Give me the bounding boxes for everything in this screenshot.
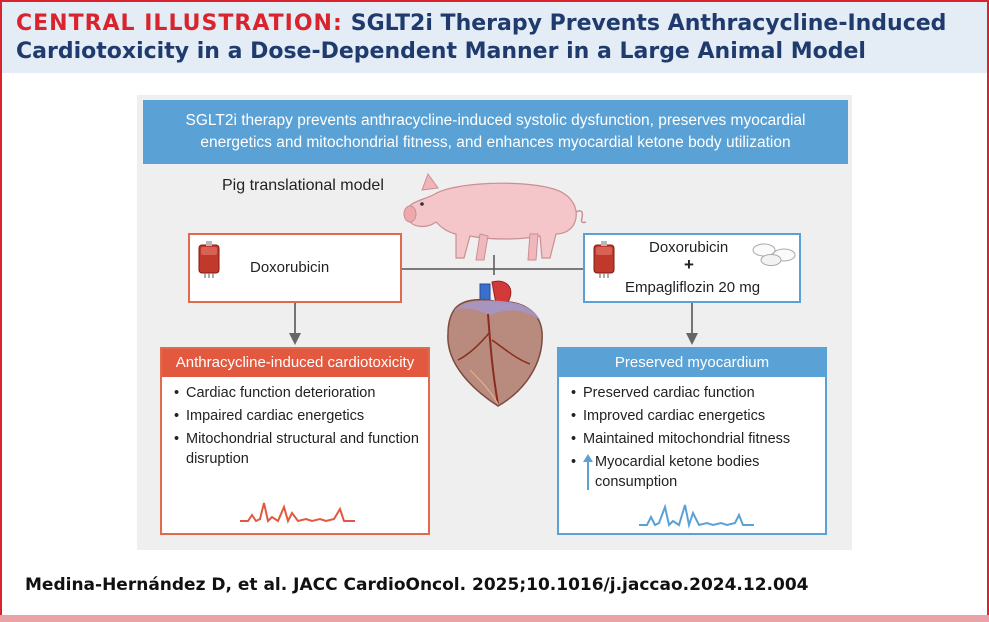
banner-line-2: energetics and mitochondrial fitness, an… (200, 134, 791, 151)
doxorubicin-empagliflozin-box: Doxorubicin + Empagliflozin 20 mg (583, 233, 801, 303)
list-item: • Impaired cardiac energetics (174, 408, 365, 424)
preserved-myocardium-card: Preserved myocardium • Preserved cardiac … (557, 347, 827, 535)
bullet-text: Impaired cardiac energetics (186, 408, 365, 424)
list-item: • Preserved cardiac function (571, 385, 755, 401)
list-item: • Myocardial ketone bodies consumption (571, 454, 760, 490)
bottom-band (0, 615, 989, 622)
title-line-1: SGLT2i Therapy Prevents Anthracycline-In… (350, 11, 947, 36)
right-drug-2-label: Empagliflozin 20 mg (625, 279, 761, 296)
list-item: • Cardiac function deterioration (174, 385, 376, 401)
header: CENTRAL ILLUSTRATION: SGLT2i Therapy Prev… (2, 2, 987, 73)
bullet-text: Cardiac function deterioration (186, 385, 376, 401)
right-drug-1-label: Doxorubicin (649, 239, 729, 256)
left-drug-label: Doxorubicin (250, 259, 330, 276)
iv-bag-icon (198, 241, 220, 278)
citation: Medina-Hernández D, et al. JACC CardioOn… (25, 575, 809, 595)
doxorubicin-box: Doxorubicin (188, 233, 402, 303)
arrow-up-icon (583, 454, 593, 490)
bullet-text: Mitochondrial structural and function di… (186, 431, 419, 467)
left-arrow-head (289, 333, 301, 345)
pig-icon (403, 172, 587, 261)
list-item: • Improved cardiac energetics (571, 408, 766, 424)
pills-icon (752, 243, 796, 266)
bullet-text: Improved cardiac energetics (583, 408, 766, 424)
list-item: • Maintained mitochondrial fitness (571, 431, 791, 447)
banner-line-1: SGLT2i therapy prevents anthracycline-in… (185, 112, 806, 129)
title-line-2: Cardiotoxicity in a Dose-Dependent Manne… (16, 39, 866, 64)
iv-bag-icon (593, 241, 615, 278)
waveform-blue-icon (639, 503, 754, 529)
right-arrow-head (686, 333, 698, 345)
preserved-bullets: • Preserved cardiac function • Improved ca… (559, 377, 825, 492)
title-lead: CENTRAL ILLUSTRATION: (16, 11, 343, 36)
bullet-text: Maintained mitochondrial fitness (583, 431, 791, 447)
figure-title: CENTRAL ILLUSTRATION: SGLT2i Therapy Prev… (16, 10, 981, 66)
bullet-text: Myocardial ketone bodies consumption (595, 454, 760, 490)
cardiotoxicity-card-title: Anthracycline-induced cardiotoxicity (162, 349, 428, 377)
waveform-red-icon (240, 502, 355, 524)
summary-banner: SGLT2i therapy prevents anthracycline-in… (143, 100, 848, 164)
heart-icon (447, 280, 543, 407)
list-item: • Mitochondrial structural and function d… (174, 431, 419, 467)
plus-sign: + (684, 255, 694, 274)
bullet-text: Preserved cardiac function (583, 385, 755, 401)
cardiotoxicity-card: Anthracycline-induced cardiotoxicity • Ca… (160, 347, 430, 535)
pig-model-label: Pig translational model (222, 177, 384, 194)
cardiotoxicity-bullets: • Cardiac function deterioration • Impaire… (162, 377, 428, 469)
preserved-card-title: Preserved myocardium (559, 349, 825, 377)
